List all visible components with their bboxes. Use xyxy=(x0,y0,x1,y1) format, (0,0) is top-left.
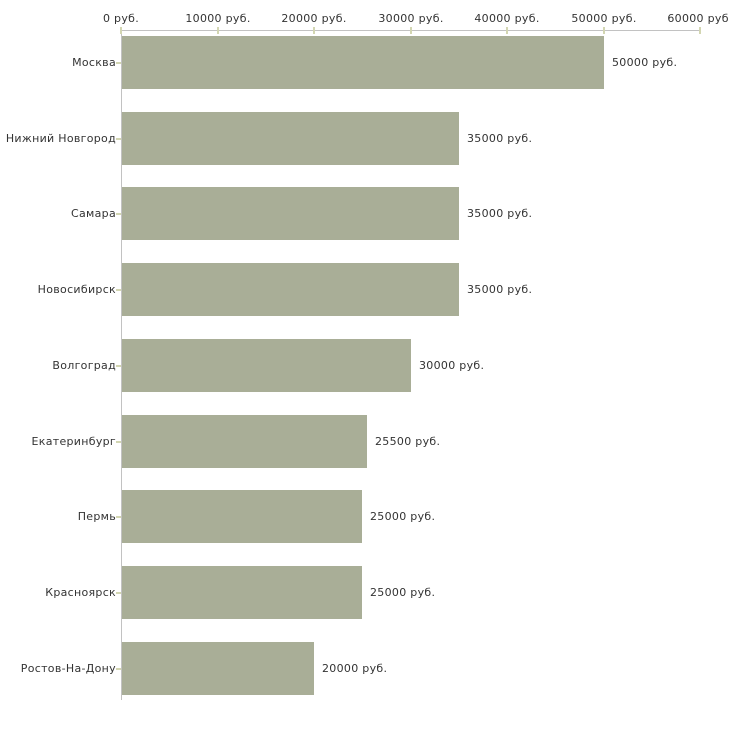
x-axis-tick xyxy=(603,27,605,34)
x-axis-tick-label: 60000 руб. xyxy=(667,12,730,25)
bar xyxy=(122,187,459,240)
category-tick-mark xyxy=(116,592,121,594)
category-label: Волгоград xyxy=(52,359,116,372)
category-label: Ростов-На-Дону xyxy=(20,662,116,675)
y-axis-line xyxy=(121,30,122,700)
value-label: 30000 руб. xyxy=(419,359,485,372)
category-tick-mark xyxy=(116,516,121,518)
value-label: 20000 руб. xyxy=(322,662,388,675)
category-tick-mark xyxy=(116,289,121,291)
x-axis-tick xyxy=(410,27,412,34)
bar xyxy=(122,490,362,543)
chart-row: Пермь 25000 руб. xyxy=(0,490,730,543)
x-axis-tick-label: 20000 руб. xyxy=(281,12,347,25)
x-axis-tick-label: 10000 руб. xyxy=(185,12,251,25)
chart-row: Нижний Новгород 35000 руб. xyxy=(0,112,730,165)
category-tick-mark xyxy=(116,62,121,64)
bar xyxy=(122,415,367,468)
category-label: Красноярск xyxy=(45,586,116,599)
bar xyxy=(122,112,459,165)
category-tick-mark xyxy=(116,213,121,215)
category-label: Москва xyxy=(72,56,116,69)
category-label: Нижний Новгород xyxy=(5,132,116,145)
category-label: Новосибирск xyxy=(37,283,116,296)
x-axis-tick xyxy=(120,27,122,34)
value-label: 25500 руб. xyxy=(375,435,441,448)
category-label: Пермь xyxy=(77,510,116,523)
chart-row: Новосибирск 35000 руб. xyxy=(0,263,730,316)
value-label: 25000 руб. xyxy=(370,586,436,599)
category-tick-mark xyxy=(116,441,121,443)
x-axis-tick-label: 0 руб. xyxy=(102,12,140,25)
value-label: 35000 руб. xyxy=(467,132,533,145)
bar xyxy=(122,339,411,392)
x-axis-tick xyxy=(506,27,508,34)
chart-row: Ростов-На-Дону 20000 руб. xyxy=(0,642,730,695)
x-axis-tick xyxy=(217,27,219,34)
chart-row: Красноярск 25000 руб. xyxy=(0,566,730,619)
value-label: 35000 руб. xyxy=(467,283,533,296)
value-label: 35000 руб. xyxy=(467,207,533,220)
x-axis-tick-label: 50000 руб. xyxy=(571,12,637,25)
chart-row: Москва 50000 руб. xyxy=(0,36,730,89)
value-label: 25000 руб. xyxy=(370,510,436,523)
x-axis-tick-label: 30000 руб. xyxy=(378,12,444,25)
bar xyxy=(122,263,459,316)
value-label: 50000 руб. xyxy=(612,56,678,69)
bar xyxy=(122,566,362,619)
x-axis-tick xyxy=(313,27,315,34)
category-label: Екатеринбург xyxy=(31,435,116,448)
bar xyxy=(122,36,604,89)
category-tick-mark xyxy=(116,365,121,367)
category-label: Самара xyxy=(71,207,116,220)
chart-row: Самара 35000 руб. xyxy=(0,187,730,240)
bar xyxy=(122,642,314,695)
chart-row: Екатеринбург 25500 руб. xyxy=(0,415,730,468)
chart-row: Волгоград 30000 руб. xyxy=(0,339,730,392)
x-axis-tick-label: 40000 руб. xyxy=(474,12,540,25)
category-tick-mark xyxy=(116,668,121,670)
category-tick-mark xyxy=(116,138,121,140)
x-axis-tick xyxy=(699,27,701,34)
